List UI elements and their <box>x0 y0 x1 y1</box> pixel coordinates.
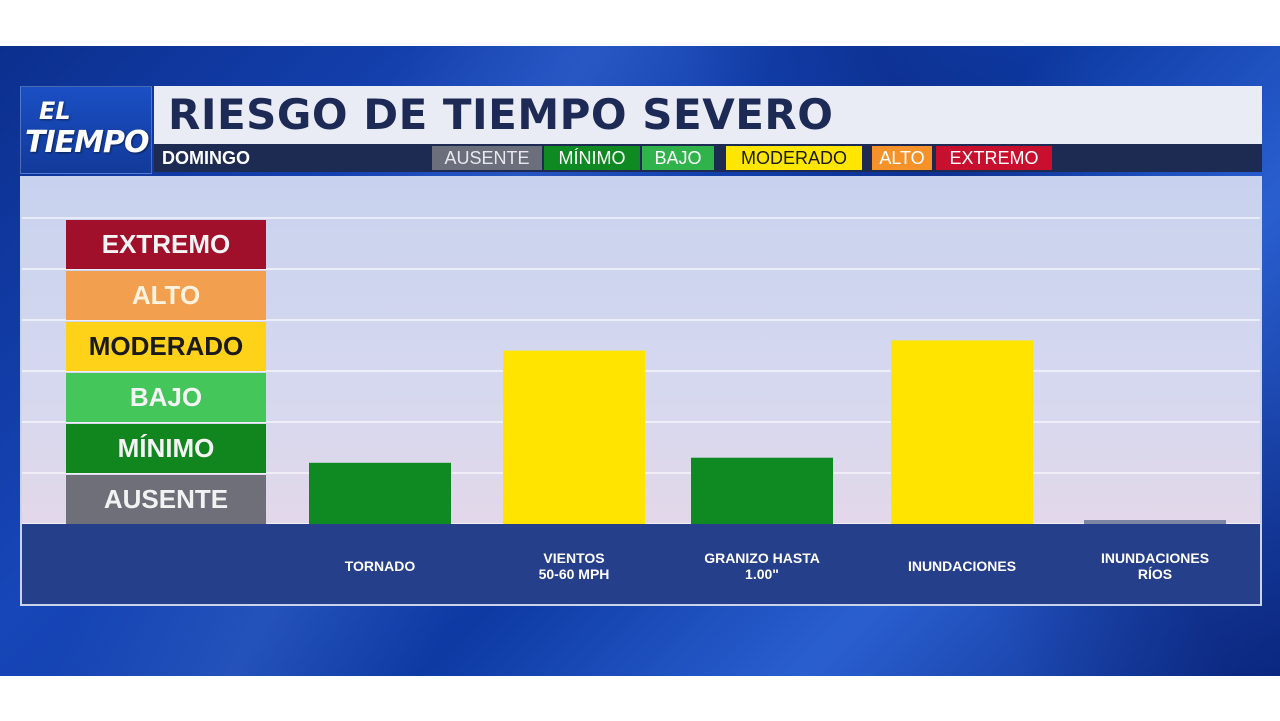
bar-2 <box>503 350 645 524</box>
category-label-4: INUNDACIONES <box>907 558 1017 574</box>
bar-5 <box>1084 520 1226 524</box>
level-label-mínimo: MÍNIMO <box>66 424 266 473</box>
el-tiempo-logo: EL TIEMPO <box>20 86 152 174</box>
level-label-bajo: BAJO <box>66 373 266 422</box>
legend-ausente: AUSENTE <box>432 146 542 170</box>
subtitle-bar: DOMINGO AUSENTE MÍNIMO BAJO MODERADO ALT… <box>154 144 1262 172</box>
level-label-alto: ALTO <box>66 271 266 320</box>
bar-1 <box>309 462 451 524</box>
bar-4 <box>891 340 1033 524</box>
legend-alto: ALTO <box>872 146 932 170</box>
title-bar: RIESGO DE TIEMPO SEVERO <box>154 86 1262 144</box>
level-label-moderado: MODERADO <box>66 322 266 371</box>
legend-bajo: BAJO <box>642 146 714 170</box>
level-label-ausente: AUSENTE <box>66 475 266 524</box>
legend-minimo: MÍNIMO <box>544 146 640 170</box>
legend-extremo: EXTREMO <box>936 146 1052 170</box>
level-label-extremo: EXTREMO <box>66 220 266 269</box>
logo-line-1: EL <box>39 97 71 125</box>
category-label-2: VIENTOS 50-60 MPH <box>538 550 610 582</box>
category-label-1: TORNADO <box>344 558 416 574</box>
x-axis-band <box>22 524 1260 604</box>
chart-plot <box>22 217 1260 525</box>
legend-moderado: MODERADO <box>726 146 862 170</box>
bar-3 <box>691 457 833 524</box>
logo-line-2: TIEMPO <box>25 125 149 160</box>
chart-title: RIESGO DE TIEMPO SEVERO <box>168 90 834 139</box>
category-label-3: GRANIZO HASTA 1.00" <box>704 550 820 582</box>
chart-panel: AUSENTE MÍNIMO BAJO MODERADO ALTO EXTREMO TOR… <box>20 176 1262 606</box>
category-label-5: INUNDACIONES RÍOS <box>1100 550 1210 582</box>
day-label: DOMINGO <box>162 148 250 168</box>
